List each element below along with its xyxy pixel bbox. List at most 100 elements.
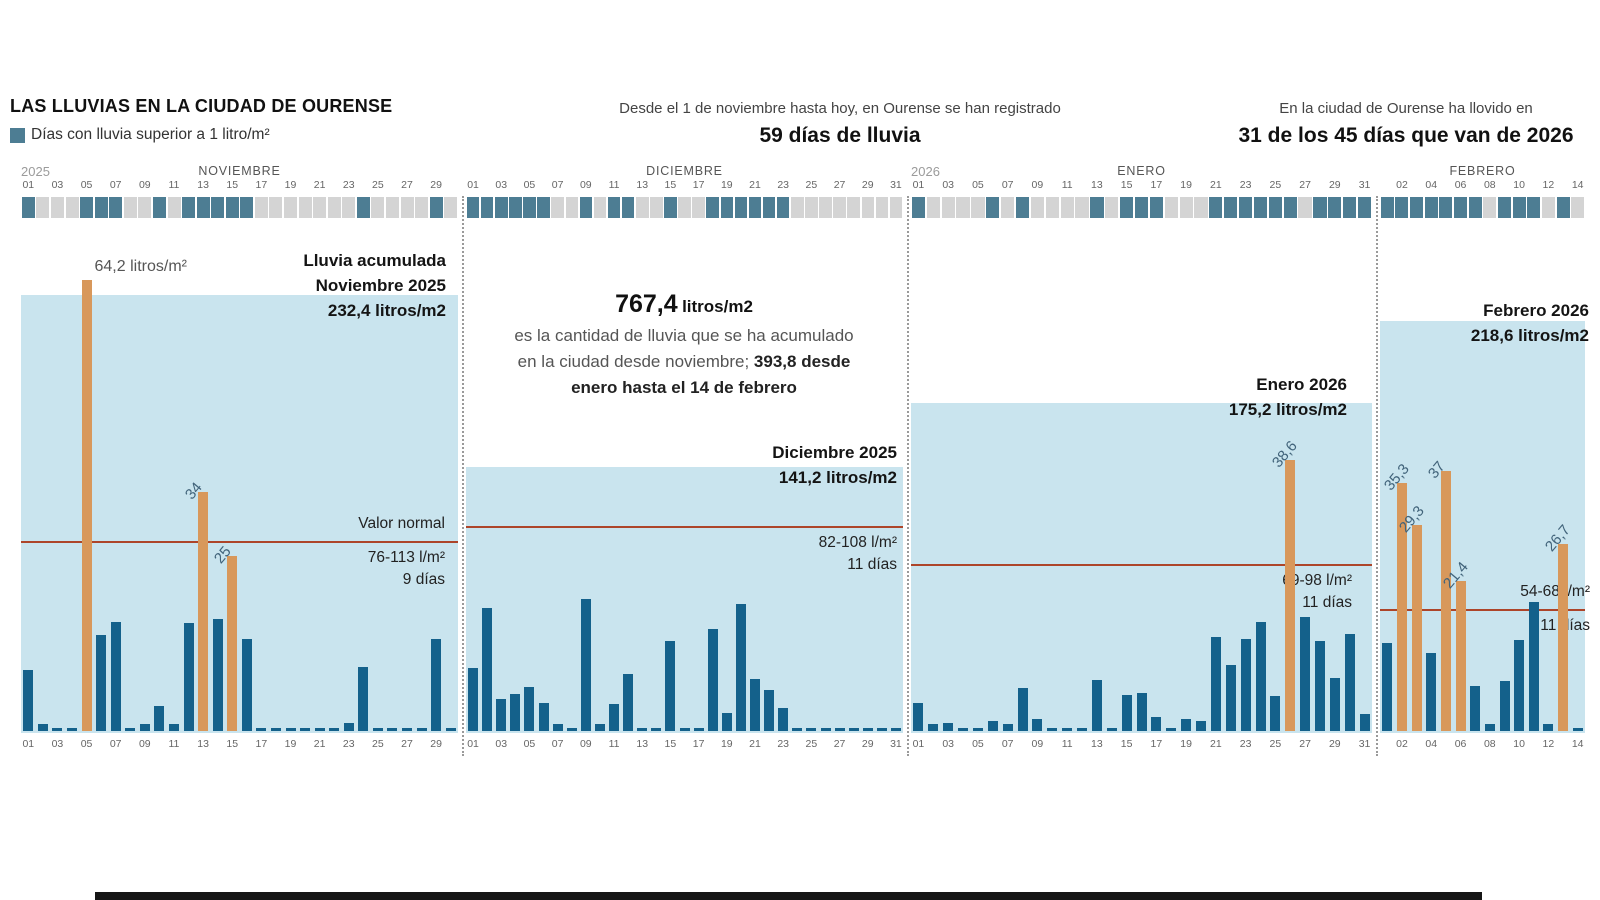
daily-bar	[1210, 636, 1221, 731]
month-accumulated-block	[21, 295, 458, 733]
daily-zero-dash	[270, 728, 281, 731]
dry-day-square	[1001, 197, 1015, 218]
daily-bar	[110, 622, 121, 731]
summary-line3-bold: 393,8 desde	[753, 352, 851, 371]
daily-bar	[154, 705, 165, 731]
axis-day-tick: 05	[972, 738, 984, 750]
dry-day-square	[50, 197, 64, 218]
axis-day-tick: 25	[372, 738, 384, 750]
axis-day-tick: 15	[226, 738, 239, 750]
rain-day-square	[1410, 197, 1424, 218]
dry-day-square	[123, 197, 137, 218]
dry-day-square	[298, 197, 312, 218]
axis-day-tick: 31	[1358, 738, 1371, 750]
dry-day-square	[1194, 197, 1208, 218]
daily-bar	[778, 707, 789, 731]
rain-day-square	[579, 197, 593, 218]
dry-day-square	[1541, 197, 1555, 218]
axis-day-tick: 08	[1483, 738, 1496, 750]
rain-day-square	[225, 197, 239, 218]
daily-bar	[943, 722, 954, 731]
strip-day-tick: 12	[1542, 179, 1555, 191]
month-annotation-line: 175,2 litros/m2	[1228, 400, 1347, 419]
strip-day-tick: 05	[972, 179, 984, 191]
dry-day-square	[415, 197, 429, 218]
axis-day-tick: 01	[467, 738, 479, 750]
rain-day-square	[911, 197, 926, 218]
axis-day-tick: 29	[861, 738, 874, 750]
strip-day-tick: 19	[1180, 179, 1192, 191]
strip-day-tick: 03	[495, 179, 508, 191]
daily-bar	[37, 724, 48, 731]
daily-bar	[343, 722, 354, 731]
summary-line1: 767,4 litros/m2	[615, 290, 753, 319]
summary-big-unit: litros/m2	[682, 297, 753, 316]
daily-bar	[1484, 724, 1495, 731]
month-annotation: Lluvia acumulada Noviembre 2025 232,4 litr…	[21, 248, 446, 323]
daily-zero-dash	[958, 728, 968, 731]
rain-day-square	[1253, 197, 1268, 218]
strip-day-tick: 25	[372, 179, 384, 191]
normal-label-above: Valor normal	[358, 514, 445, 532]
dry-day-square	[284, 197, 297, 218]
strip-day-tick: 02	[1396, 179, 1408, 191]
rain-day-square	[1015, 197, 1030, 218]
dry-day-square	[678, 197, 691, 218]
axis-day-tick: 13	[1091, 738, 1103, 750]
axis-day-tick: 10	[1513, 738, 1525, 750]
month-annotation: Febrero 2026 218,6 litros/m2	[1380, 298, 1589, 348]
dry-day-square	[36, 197, 50, 218]
axis-day-tick: 03	[942, 738, 955, 750]
strip-year-label: 2026	[911, 164, 940, 179]
legend-swatch	[10, 128, 25, 143]
axis-day-tick: 17	[692, 738, 705, 750]
normal-value-line	[21, 540, 458, 543]
dry-day-square	[941, 197, 955, 218]
rain-day-square	[480, 197, 494, 218]
axis-day-tick: 14	[1571, 738, 1584, 750]
daily-zero-dash	[372, 728, 383, 731]
rain-day-square	[196, 197, 210, 218]
axis-day-tick: 15	[1120, 738, 1133, 750]
axis-day-tick: 11	[608, 738, 620, 750]
rain-day-square	[748, 197, 762, 218]
daily-bar	[1543, 724, 1554, 731]
dry-day-square	[636, 197, 649, 218]
daily-bar	[139, 724, 150, 731]
rain-day-square	[94, 197, 108, 218]
rain-day-square	[607, 197, 621, 218]
strip-day-tick: 04	[1425, 179, 1438, 191]
strip-day-tick: 07	[551, 179, 564, 191]
dry-day-square	[444, 197, 458, 218]
dry-day-square	[847, 197, 860, 218]
rain-day-square	[240, 197, 254, 218]
daily-zero-dash	[52, 728, 63, 731]
daily-bar	[1181, 719, 1192, 731]
rain-day-square	[21, 197, 35, 218]
dry-day-square	[1179, 197, 1193, 218]
daily-bar-highlight	[1397, 483, 1407, 731]
strip-day-tick: 06	[1454, 179, 1467, 191]
daily-bar-highlight	[81, 280, 92, 731]
rain-day-square	[523, 197, 536, 218]
strip-day-tick: 15	[664, 179, 677, 191]
rain-day-square	[509, 197, 522, 218]
strip-day-tick: 01	[912, 179, 925, 191]
daily-bar-highlight	[1558, 543, 1568, 731]
dry-day-square	[386, 197, 399, 218]
strip-year-label: 2025	[21, 164, 50, 179]
axis-day-tick: 04	[1425, 738, 1438, 750]
axis-day-tick: 13	[197, 738, 209, 750]
daily-bar	[913, 702, 924, 731]
strip-day-tick: 17	[1150, 179, 1163, 191]
rain-day-square	[1380, 197, 1394, 218]
normal-label-below: 11 días	[1302, 593, 1352, 611]
rain-day-square	[80, 197, 94, 218]
axis-day-tick: 31	[890, 738, 902, 750]
axis-day-tick: 13	[636, 738, 649, 750]
daily-bar	[23, 669, 34, 731]
legend-label: Días con lluvia superior a 1 litro/m²	[31, 126, 270, 143]
dry-day-square	[875, 197, 889, 218]
rain-day-square	[1395, 197, 1409, 218]
